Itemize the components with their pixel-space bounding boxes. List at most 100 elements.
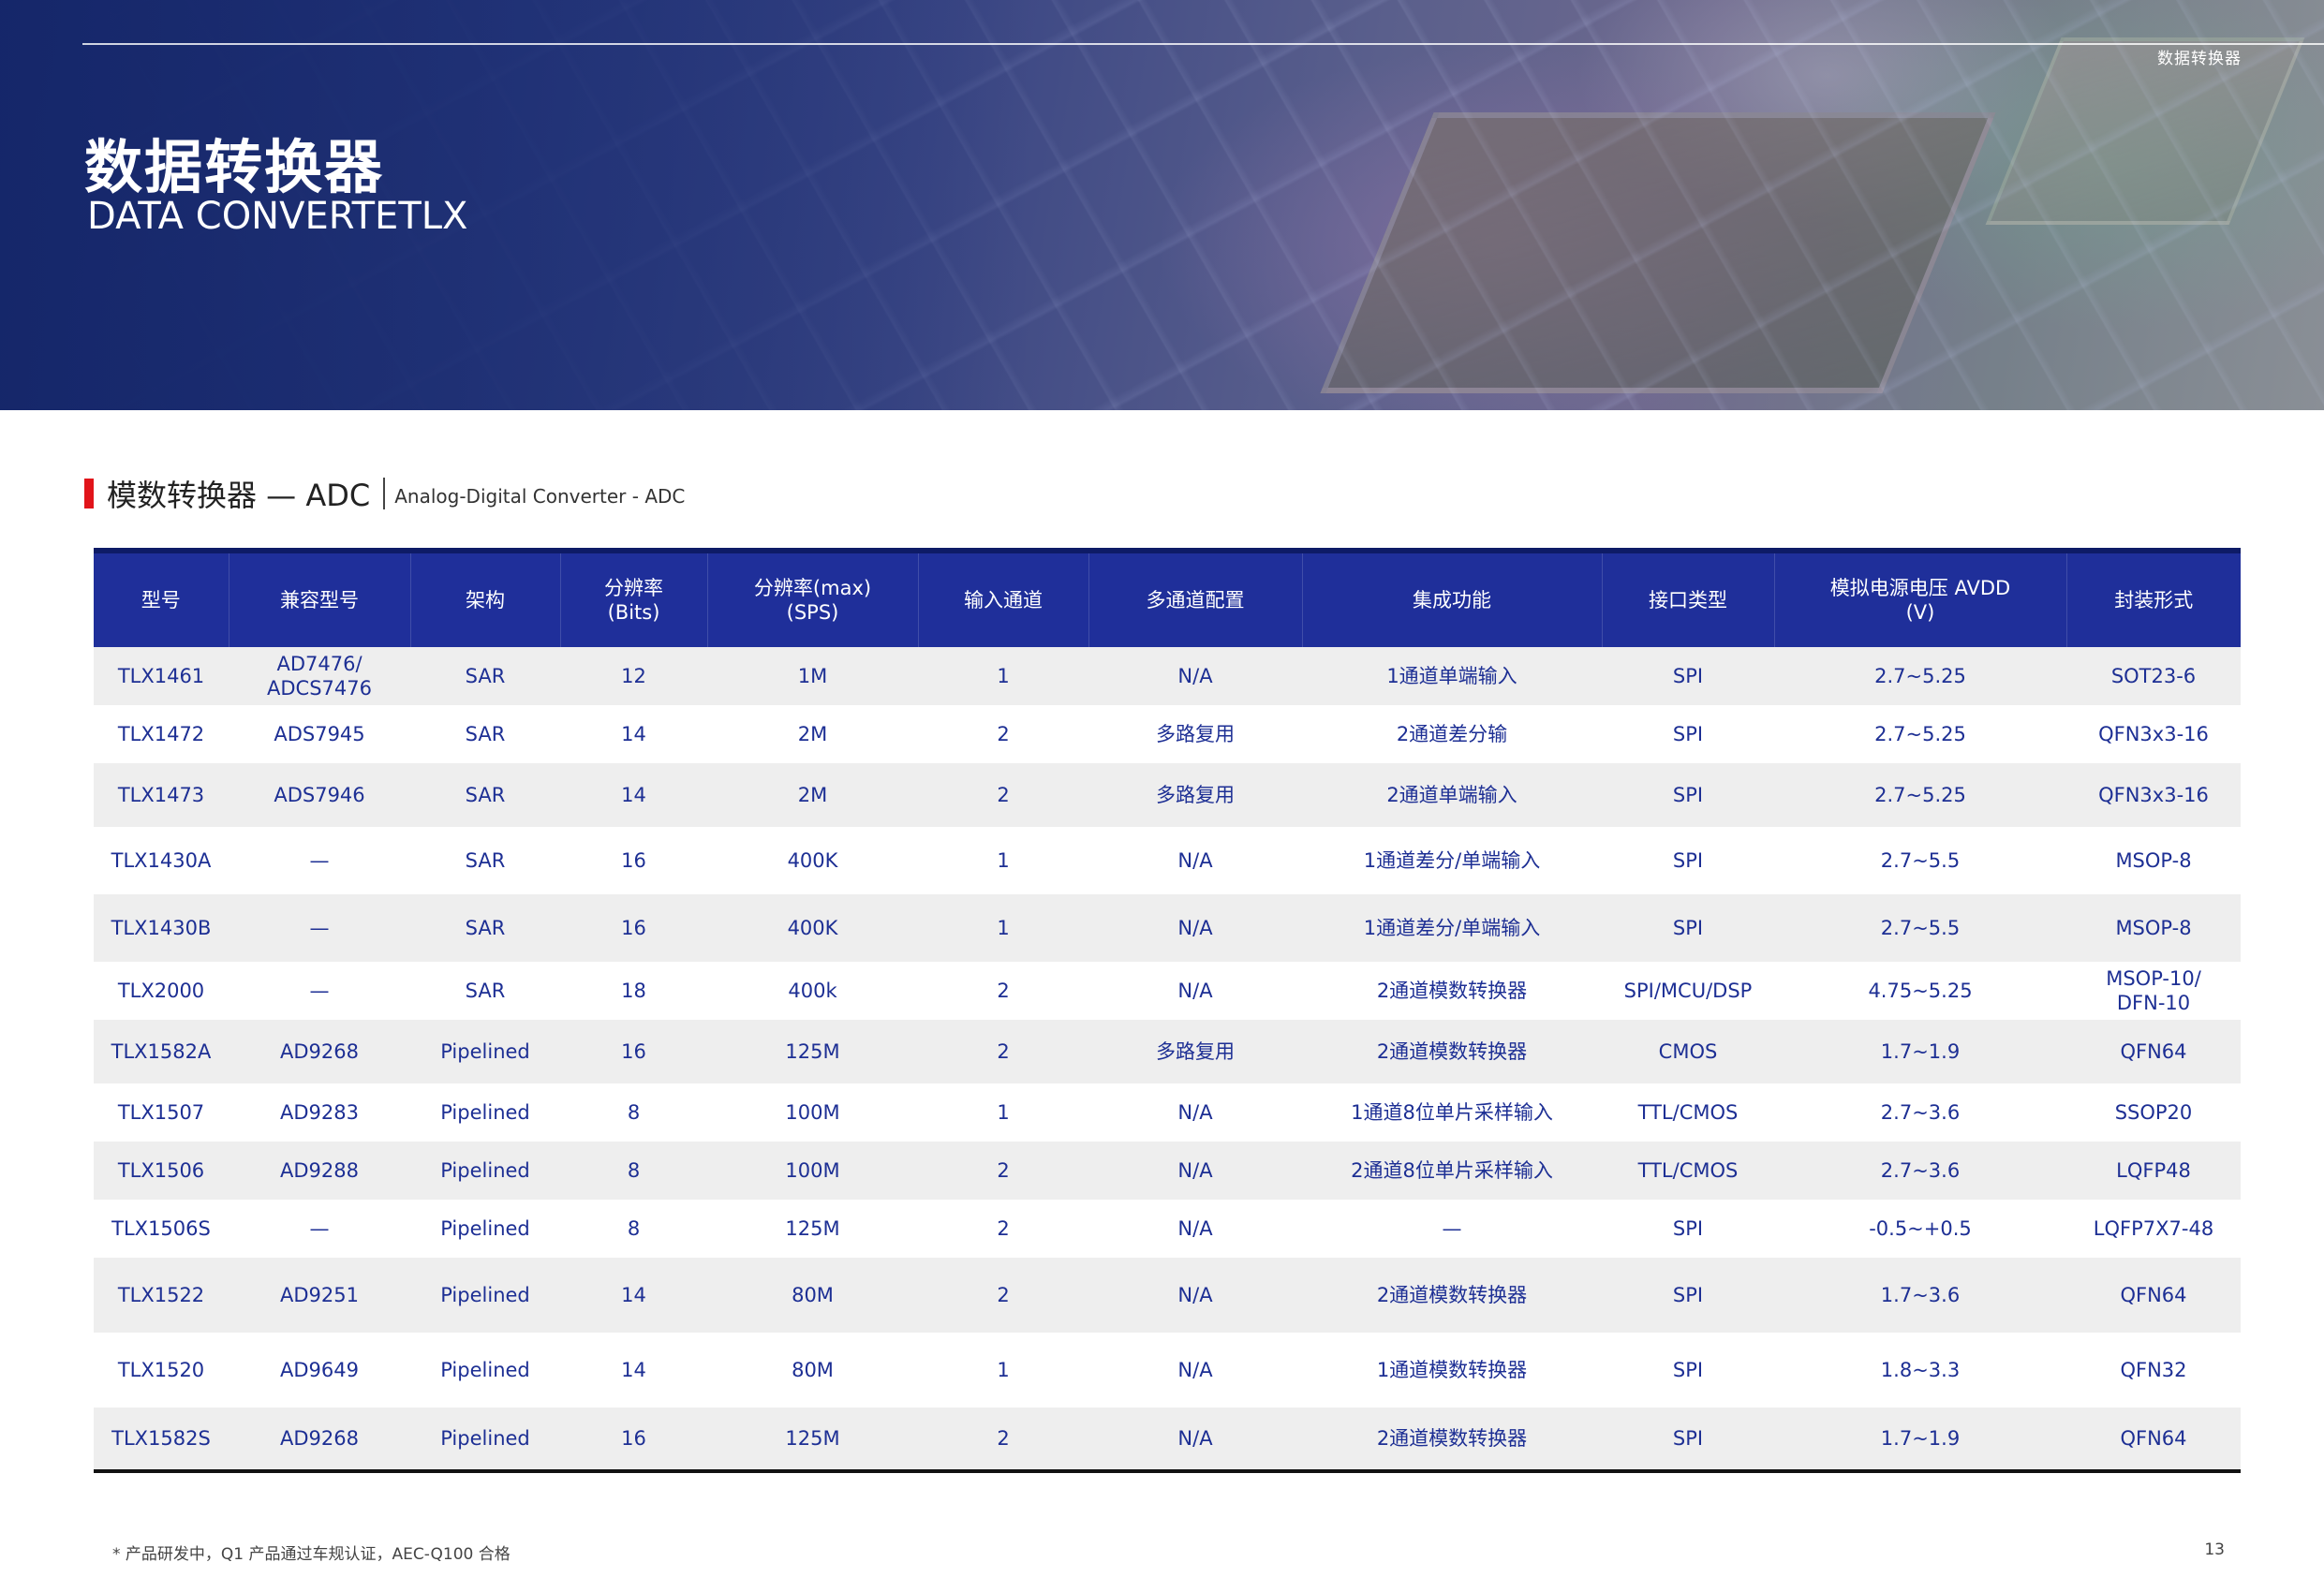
table-cell: LQFP48	[2116, 1159, 2191, 1182]
table-cell: AD9649	[280, 1359, 359, 1381]
table-cell: LQFP7X7-48	[2093, 1217, 2214, 1240]
table-cell: 400K	[787, 917, 838, 939]
footnote: * 产品研发中，Q1 产品通过车规认证，AEC-Q100 合格	[112, 1545, 511, 1564]
table-cell: Pipelined	[440, 1284, 530, 1306]
table-cell: 100M	[785, 1101, 840, 1124]
table-cell: N/A	[1177, 980, 1213, 1002]
table-cell: 2	[997, 1284, 1010, 1306]
table-cell: —	[309, 1217, 330, 1240]
table-cell: TTL/CMOS	[1637, 1101, 1739, 1124]
table-cell: SPI	[1672, 1284, 1704, 1306]
table-cell: 2	[997, 723, 1010, 745]
table-cell: 1.8~3.3	[1880, 1359, 1961, 1381]
banner-shade	[0, 0, 1030, 410]
table-cell: 1	[997, 1101, 1010, 1124]
table-row: TLX1506 AD9288 Pipelined 8 100M 2 N/A 2通道8位单片采样…	[94, 1142, 2241, 1200]
section-accent-bar	[84, 479, 94, 508]
table-cell: SAR	[465, 723, 506, 745]
table-cell: 2	[997, 784, 1010, 806]
table-cell: 多路复用	[1156, 723, 1235, 745]
table-cell: 2.7~5.25	[1874, 665, 1966, 687]
table-cell: SAR	[465, 980, 506, 1002]
table-cell: 1.7~1.9	[1880, 1040, 1961, 1063]
table-cell: 400k	[788, 980, 837, 1002]
table-cell: SPI	[1672, 917, 1704, 939]
table-cell: 16	[621, 917, 646, 939]
header-banner: 数据转换器 数据转换器 DATA CONVERTETLX	[0, 0, 2324, 410]
section-title-divider	[383, 478, 386, 509]
table-cell: QFN64	[2120, 1284, 2187, 1306]
table-cell: Pipelined	[440, 1427, 530, 1450]
table-cell: 1	[997, 849, 1010, 872]
table-cell: TLX1506S	[111, 1217, 211, 1240]
table-cell: SPI	[1672, 849, 1704, 872]
table-cell: Pipelined	[440, 1101, 530, 1124]
table-cell: ADS7945	[274, 723, 365, 745]
column-header: 架构	[410, 551, 561, 647]
table-cell: 14	[621, 723, 646, 745]
table-cell: SAR	[465, 665, 506, 687]
table-cell: 8	[627, 1217, 641, 1240]
table-cell: AD9283	[280, 1101, 359, 1124]
table-cell: 2	[997, 1040, 1010, 1063]
table-cell: 8	[627, 1159, 641, 1182]
column-header: 封装形式	[2114, 589, 2194, 612]
column-header: 模拟电源电压 AVDD (V)	[1774, 551, 2067, 647]
table-cell: QFN32	[2120, 1359, 2187, 1381]
table-cell: 14	[621, 1284, 646, 1306]
table-cell: Pipelined	[440, 1359, 530, 1381]
table-cell: N/A	[1177, 1159, 1213, 1182]
column-header: 输入通道	[918, 551, 1089, 647]
table-cell: 80M	[792, 1284, 834, 1306]
table-cell: 80M	[792, 1359, 834, 1381]
table-row: TLX1582S AD9268 Pipelined 16 125M 2 N/A 2通道模数转换…	[94, 1408, 2241, 1471]
table-cell: 16	[621, 1427, 646, 1450]
table-cell: 1通道模数转换器	[1376, 1359, 1528, 1381]
table-cell: QFN64	[2120, 1040, 2187, 1063]
table-row: TLX1582A AD9268 Pipelined 16 125M 2 多路复用 2通道模数转…	[94, 1020, 2241, 1083]
adc-table: 型号 兼容型号 架构 分辨率 (Bits) 分辨率(max) (SPS) 输入通道 多通道配…	[94, 548, 2241, 1473]
table-row: TLX1507 AD9283 Pipelined 8 100M 1 N/A 1通道8位单片采样…	[94, 1083, 2241, 1142]
table-cell: 2通道模数转换器	[1376, 1040, 1528, 1063]
table-cell: SPI	[1672, 784, 1704, 806]
table-cell: SSOP20	[2114, 1101, 2193, 1124]
table-cell: TLX1507	[117, 1101, 205, 1124]
table-cell: 2	[997, 1159, 1010, 1182]
table-cell: 2.7~5.5	[1880, 849, 1961, 872]
table-cell: 4.75~5.25	[1868, 980, 1973, 1002]
table-cell: 2通道8位单片采样输入	[1351, 1159, 1553, 1182]
table-cell: SPI	[1672, 1359, 1704, 1381]
table-cell: MSOP-8	[2115, 917, 2192, 939]
table-cell: 2通道模数转换器	[1376, 1284, 1528, 1306]
table-cell: 2.7~5.25	[1874, 723, 1966, 745]
column-header: 兼容型号	[229, 551, 411, 647]
table-cell: SAR	[465, 849, 506, 872]
page-number: 13	[2204, 1540, 2225, 1559]
table-cell: TLX1522	[117, 1284, 205, 1306]
table-cell: 8	[627, 1101, 641, 1124]
column-header: 分辨率 (Bits)	[560, 551, 708, 647]
table-cell: -0.5~+0.5	[1869, 1217, 1972, 1240]
table-cell: 2通道模数转换器	[1376, 1427, 1528, 1450]
table-cell: 14	[621, 784, 646, 806]
table-cell: 400K	[787, 849, 838, 872]
table-row: TLX1472 ADS7945 SAR 14 2M 2 多路复用 2通道差分输 SPI 2.7~5…	[94, 705, 2241, 763]
table-cell: TLX1506	[117, 1159, 205, 1182]
table-cell: CMOS	[1658, 1040, 1718, 1063]
table-cell: 1	[997, 1359, 1010, 1381]
table-cell: TLX1461	[117, 665, 205, 687]
table-cell: 2	[997, 1217, 1010, 1240]
table-cell: 16	[621, 849, 646, 872]
table-cell: 1通道8位单片采样输入	[1351, 1101, 1553, 1124]
table-cell: 2M	[797, 723, 828, 745]
table-cell: —	[309, 980, 330, 1002]
table-cell: 1通道差分/单端输入	[1363, 917, 1541, 939]
page-title-en: DATA CONVERTETLX	[87, 195, 468, 238]
table-header-row: 型号 兼容型号 架构 分辨率 (Bits) 分辨率(max) (SPS) 输入通道 多通道配…	[94, 551, 2241, 647]
section-heading: 模数转换器 — ADC Analog-Digital Converter - A…	[84, 476, 685, 513]
table-cell: 12	[621, 665, 646, 687]
table-cell: TLX2000	[117, 980, 205, 1002]
table-cell: 1	[997, 917, 1010, 939]
table-cell: QFN64	[2120, 1427, 2187, 1450]
